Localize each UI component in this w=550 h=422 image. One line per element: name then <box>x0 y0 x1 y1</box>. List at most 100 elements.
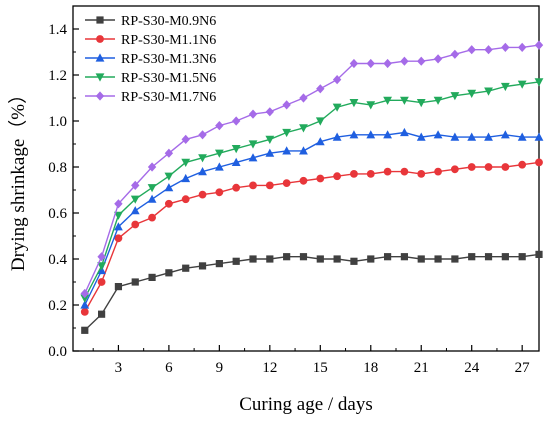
data-point <box>468 253 476 261</box>
data-point <box>299 176 308 185</box>
x-axis-ticks: 3 6 9 12 15 18 21 24 27 <box>92 345 530 376</box>
data-point <box>265 181 274 190</box>
data-point <box>500 82 510 92</box>
y-axis-ticks: 0.0 0.2 0.4 0.6 0.8 1.0 1.2 1.4 <box>48 5 79 360</box>
data-point <box>248 140 258 149</box>
legend-label: RP-S30-M1.5N6 <box>121 71 216 86</box>
data-point <box>434 167 442 176</box>
data-point <box>501 42 510 52</box>
data-point <box>316 174 325 183</box>
x-tick-label: 6 <box>165 360 173 376</box>
y-tick-label: 0.8 <box>48 160 67 176</box>
data-point <box>131 278 139 286</box>
data-point <box>97 262 106 271</box>
data-point <box>433 130 443 139</box>
data-point <box>299 124 308 133</box>
data-point <box>383 96 392 105</box>
data-point <box>265 107 275 117</box>
data-point <box>517 80 527 89</box>
x-tick-label: 21 <box>414 360 429 376</box>
x-tick-label: 24 <box>464 360 480 376</box>
x-tick-label: 3 <box>115 360 123 376</box>
data-point <box>248 109 258 119</box>
data-point <box>484 132 493 141</box>
data-point <box>231 116 241 126</box>
series-3 <box>80 127 544 309</box>
data-point <box>130 195 140 204</box>
data-point <box>165 269 173 277</box>
data-point <box>198 130 207 140</box>
data-point <box>333 255 341 263</box>
data-point <box>467 89 477 98</box>
series-4 <box>80 78 544 303</box>
data-point <box>416 99 426 108</box>
data-point <box>181 173 191 183</box>
x-tick-label: 18 <box>363 360 378 376</box>
data-point <box>148 273 156 281</box>
data-point <box>282 100 291 110</box>
data-point <box>333 172 342 181</box>
legend-entry: RP-S30-M0.9N6 <box>85 14 216 29</box>
x-tick-label: 15 <box>313 360 328 376</box>
data-point <box>215 260 223 268</box>
x-axis-label: Curing age / days <box>239 394 373 415</box>
data-point <box>315 117 325 126</box>
data-point <box>350 170 358 178</box>
legend-label: RP-S30-M0.9N6 <box>121 14 216 29</box>
data-point <box>535 250 543 258</box>
legend-entry: RP-S30-M1.1N6 <box>85 33 216 48</box>
data-point <box>535 158 543 167</box>
data-point <box>500 130 510 139</box>
legend-entry: RP-S30-M1.5N6 <box>85 71 216 86</box>
data-point <box>130 206 140 215</box>
data-point <box>114 222 123 231</box>
data-point <box>164 172 174 181</box>
data-point <box>417 170 426 178</box>
data-point <box>114 211 123 220</box>
data-point <box>215 188 224 197</box>
legend-marker <box>96 35 104 43</box>
data-point <box>383 130 392 139</box>
data-point <box>164 199 173 208</box>
data-point <box>114 283 123 291</box>
y-tick-label: 0.0 <box>48 344 67 360</box>
data-point <box>400 167 409 176</box>
data-point <box>147 194 157 203</box>
data-point <box>97 310 106 318</box>
data-point <box>214 162 224 171</box>
data-point <box>232 183 241 192</box>
series-line <box>84 81 540 299</box>
series-line <box>84 161 540 313</box>
data-point <box>433 96 443 105</box>
x-tick-label: 12 <box>262 360 277 376</box>
data-point <box>248 153 258 162</box>
data-point <box>299 146 308 155</box>
legend-marker <box>95 91 105 101</box>
data-point <box>417 56 426 66</box>
data-point <box>181 195 190 204</box>
data-point <box>114 234 123 243</box>
plot-area: 3 6 9 12 15 18 21 24 27 0.0 0.2 0.4 0.6 0.8 1.0 1.2 1.4 <box>48 5 544 376</box>
data-point <box>383 253 392 261</box>
data-point <box>80 308 89 316</box>
data-point <box>366 170 375 178</box>
data-point <box>198 190 207 199</box>
series-line <box>84 131 539 306</box>
y-axis-label: Drying shrinkage（%） <box>7 85 29 271</box>
data-point <box>400 96 409 105</box>
series-line <box>84 44 540 294</box>
data-point <box>400 56 409 66</box>
data-point <box>249 181 257 190</box>
series-layer <box>80 40 544 334</box>
legend-entry: RP-S30-M1.3N6 <box>85 52 216 67</box>
y-tick-label: 0.4 <box>48 252 67 268</box>
data-point <box>332 103 342 112</box>
y-tick-label: 1.0 <box>48 114 67 130</box>
data-point <box>433 54 443 64</box>
data-point <box>451 255 459 263</box>
data-point <box>467 132 477 141</box>
data-point <box>164 148 174 158</box>
data-point <box>214 149 224 158</box>
data-point <box>349 58 359 69</box>
